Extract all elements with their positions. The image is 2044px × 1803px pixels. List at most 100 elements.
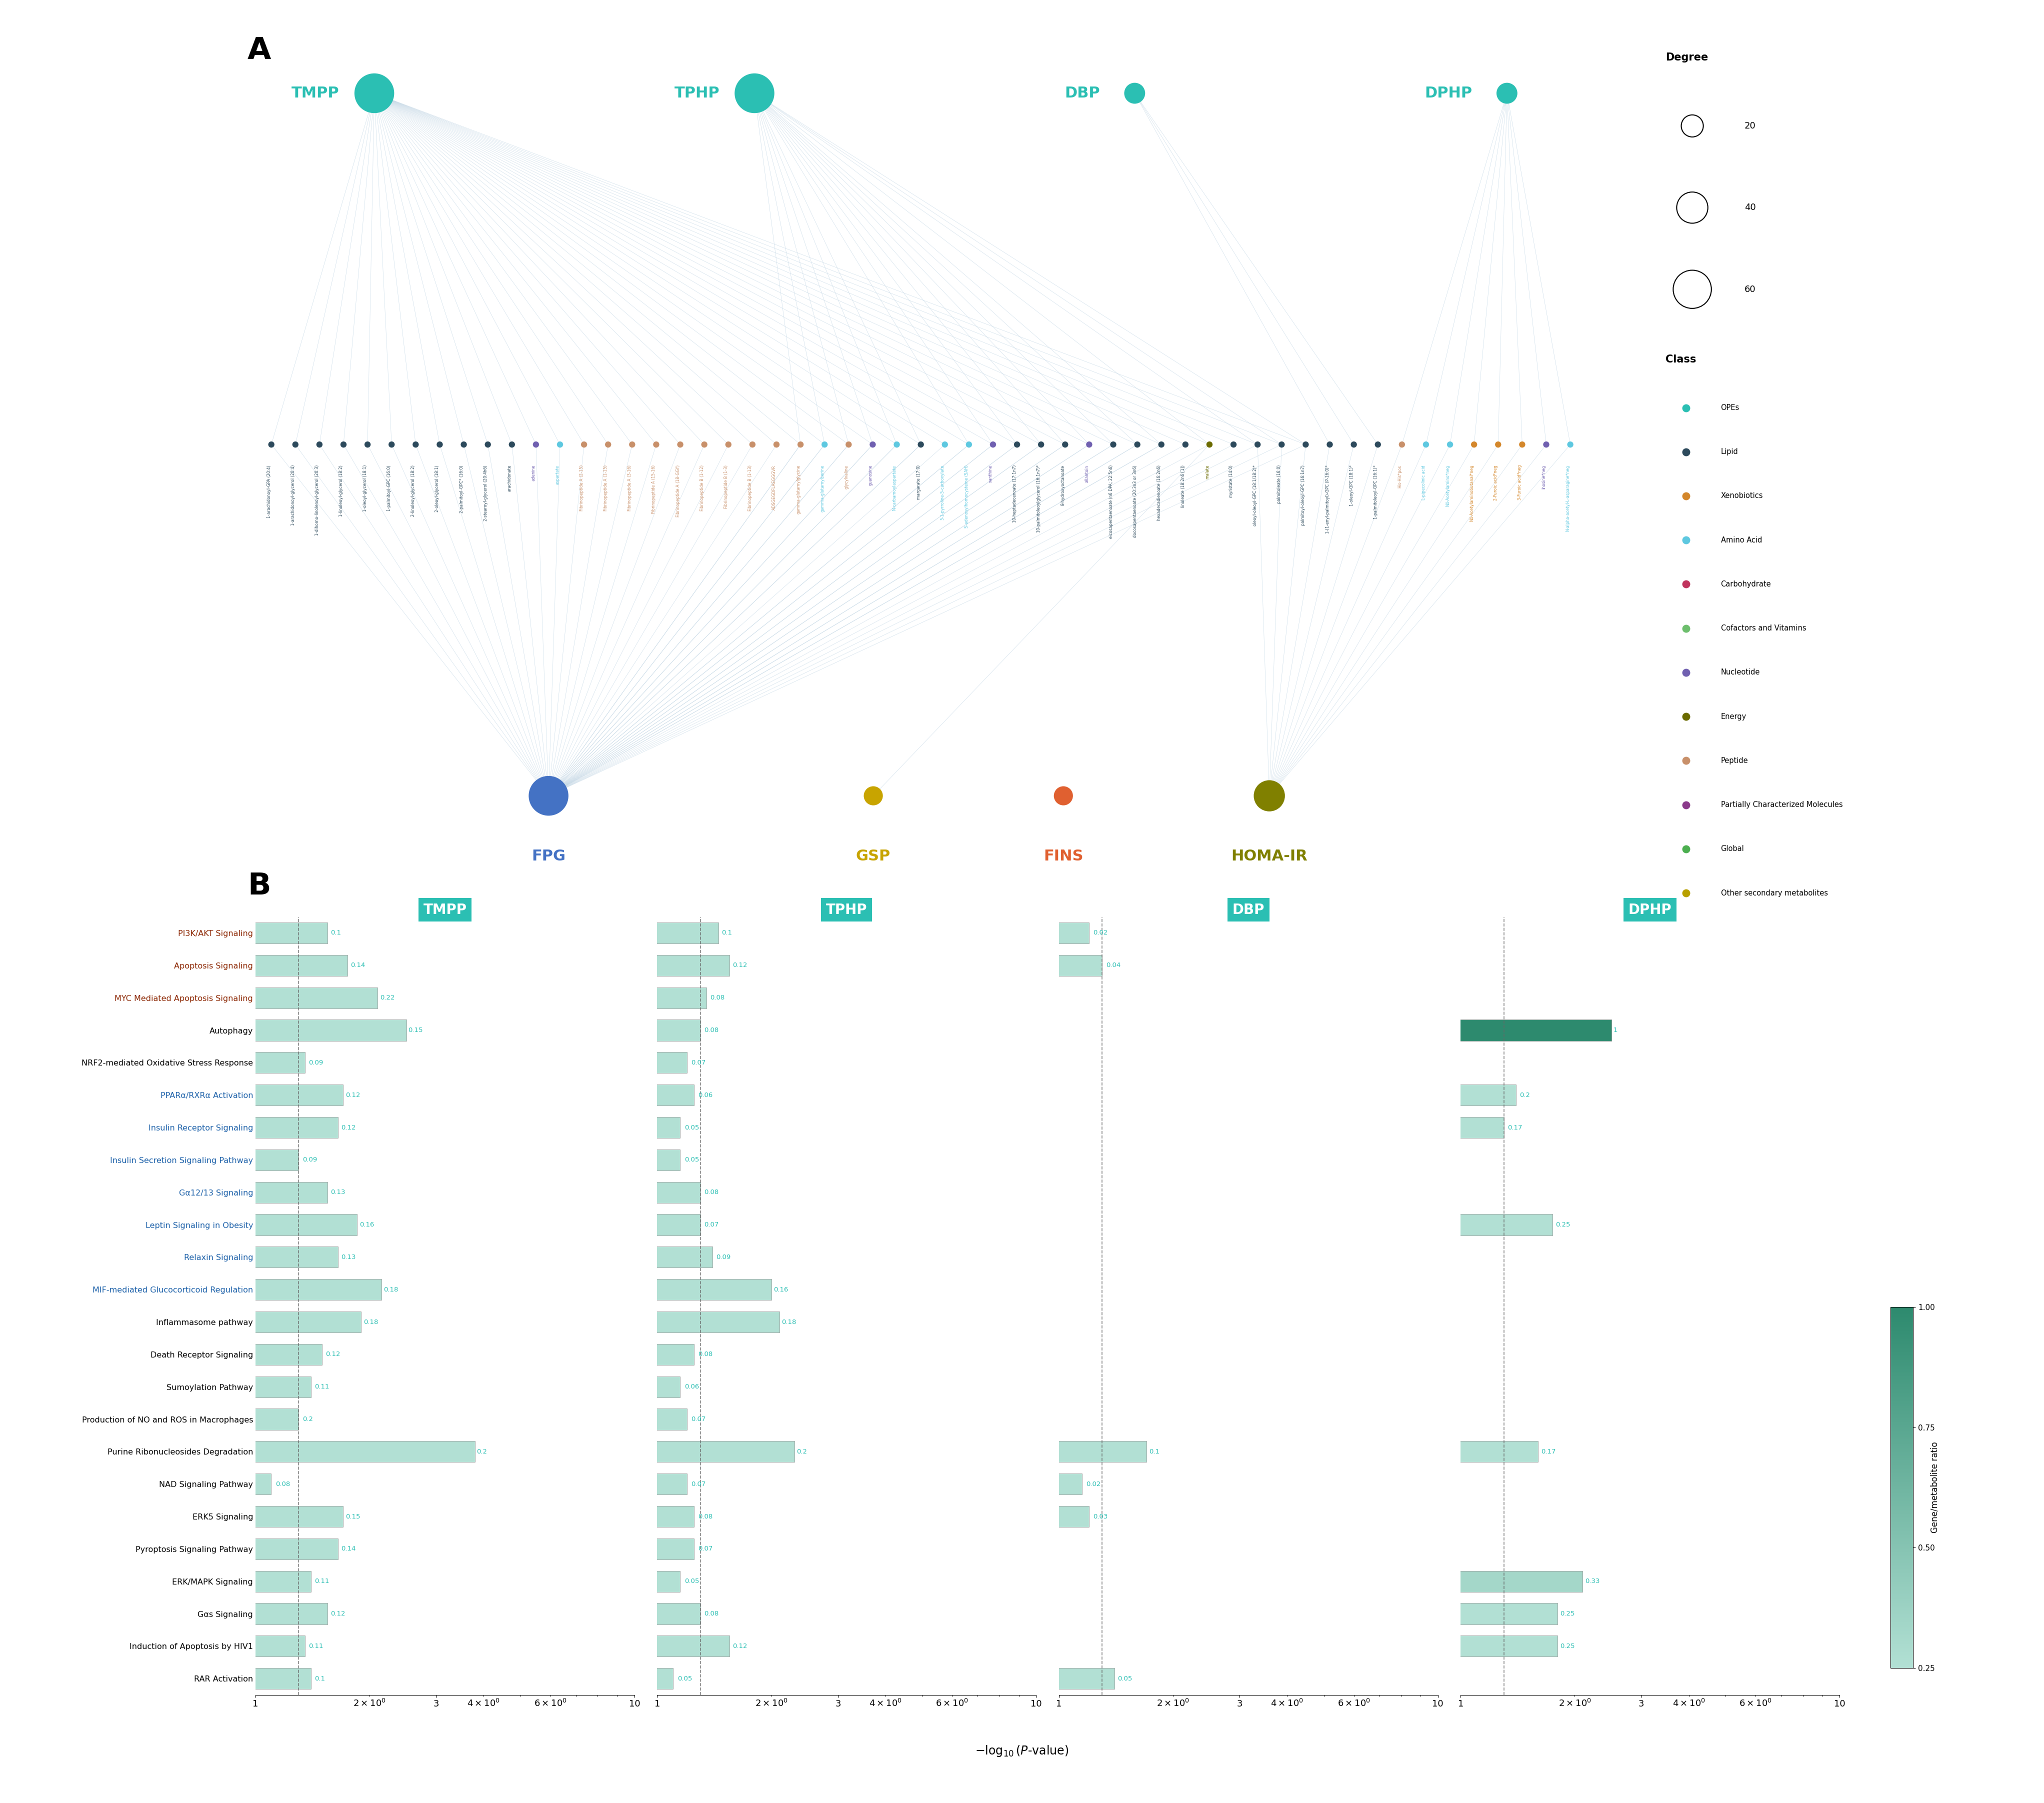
Text: 0.17: 0.17 bbox=[1541, 1448, 1555, 1455]
Text: linoleate (18:2n6 [1]): linoleate (18:2n6 [1]) bbox=[1181, 465, 1186, 507]
Text: OPEs: OPEs bbox=[1721, 404, 1739, 411]
Text: palmitoleate (16:0): palmitoleate (16:0) bbox=[1278, 465, 1282, 503]
Text: 0.05: 0.05 bbox=[1118, 1675, 1132, 1682]
Point bbox=[1241, 431, 1273, 460]
Point bbox=[1553, 431, 1586, 460]
Bar bbox=[0, 1246, 713, 1268]
Text: Fibrinopeptide A (2-15): Fibrinopeptide A (2-15) bbox=[580, 465, 585, 510]
Bar bbox=[0, 1506, 1089, 1527]
Point bbox=[1670, 481, 1703, 510]
Point bbox=[280, 431, 313, 460]
Text: 0.05: 0.05 bbox=[685, 1158, 699, 1163]
Point bbox=[1670, 658, 1703, 687]
Text: oleoyl-oleoyl-GPC (18:1/18:2)*: oleoyl-oleoyl-GPC (18:1/18:2)* bbox=[1253, 465, 1257, 526]
Text: 0.03: 0.03 bbox=[1094, 1513, 1108, 1520]
Point bbox=[1002, 431, 1034, 460]
Bar bbox=[0, 1118, 681, 1138]
Point bbox=[1676, 274, 1709, 303]
Text: 0.16: 0.16 bbox=[360, 1221, 374, 1228]
Point bbox=[689, 431, 722, 460]
Bar bbox=[0, 1668, 672, 1689]
Text: Fibrinopeptide B (1-3): Fibrinopeptide B (1-3) bbox=[724, 465, 728, 508]
Bar bbox=[0, 1246, 337, 1268]
Point bbox=[1253, 781, 1286, 810]
Point bbox=[953, 431, 985, 460]
Text: Fibrinopeptide A (15-16): Fibrinopeptide A (15-16) bbox=[652, 465, 656, 514]
Point bbox=[327, 431, 360, 460]
Point bbox=[856, 431, 889, 460]
Point bbox=[640, 431, 672, 460]
Point bbox=[495, 431, 527, 460]
Point bbox=[1670, 438, 1703, 467]
Bar bbox=[0, 1668, 311, 1689]
Bar bbox=[0, 1085, 1517, 1105]
Point bbox=[519, 431, 552, 460]
Bar bbox=[0, 1570, 311, 1592]
Text: 1-arachidonoyl-GPA (20:4): 1-arachidonoyl-GPA (20:4) bbox=[268, 465, 272, 517]
Text: 0.07: 0.07 bbox=[691, 1415, 705, 1423]
Bar bbox=[0, 1149, 681, 1170]
Point bbox=[1024, 431, 1057, 460]
Text: 10-palmitoleoylglycerol (16:1n7)*: 10-palmitoleoylglycerol (16:1n7)* bbox=[1036, 465, 1040, 532]
Text: Nucleotide: Nucleotide bbox=[1721, 669, 1760, 676]
Text: FPG: FPG bbox=[531, 849, 566, 864]
Bar bbox=[0, 1376, 681, 1397]
Bar bbox=[0, 923, 1089, 943]
Text: GSP: GSP bbox=[1721, 1066, 1735, 1073]
Bar bbox=[0, 1213, 701, 1235]
Text: L-pipecolinic acid: L-pipecolinic acid bbox=[1421, 465, 1427, 499]
Y-axis label: Gene/metabolite ratio: Gene/metabolite ratio bbox=[1930, 1442, 1940, 1533]
Point bbox=[1120, 431, 1153, 460]
Point bbox=[1265, 431, 1298, 460]
Text: HOMA-IR: HOMA-IR bbox=[1230, 849, 1308, 864]
Text: 0.08: 0.08 bbox=[709, 995, 726, 1001]
Bar bbox=[0, 1635, 730, 1657]
Text: glycylvaline: glycylvaline bbox=[844, 465, 848, 489]
Bar bbox=[0, 1181, 327, 1203]
Text: 0.07: 0.07 bbox=[691, 1060, 705, 1066]
Bar bbox=[0, 1213, 1553, 1235]
Point bbox=[1361, 431, 1394, 460]
Text: 1-palmitoleoyl-GPC (16:1)*: 1-palmitoleoyl-GPC (16:1)* bbox=[1374, 465, 1378, 519]
Text: GSP: GSP bbox=[856, 849, 891, 864]
Bar bbox=[0, 1020, 407, 1040]
Point bbox=[1482, 431, 1515, 460]
Text: 0.08: 0.08 bbox=[697, 1350, 713, 1358]
Text: 0.12: 0.12 bbox=[345, 1093, 360, 1098]
Point bbox=[1386, 431, 1419, 460]
Point bbox=[1194, 431, 1226, 460]
Point bbox=[1670, 570, 1703, 599]
Bar bbox=[0, 956, 730, 975]
Point bbox=[568, 431, 601, 460]
Text: Lipid: Lipid bbox=[1721, 449, 1737, 456]
Text: margarate (17:0): margarate (17:0) bbox=[916, 465, 920, 499]
Point bbox=[544, 431, 576, 460]
Bar bbox=[0, 1635, 1558, 1657]
Point bbox=[448, 431, 480, 460]
Text: 1-linoleoyl-glycerol (18:2): 1-linoleoyl-glycerol (18:2) bbox=[339, 465, 343, 516]
Bar bbox=[0, 1538, 337, 1560]
Text: 0.02: 0.02 bbox=[1085, 1480, 1102, 1487]
Text: 0.13: 0.13 bbox=[341, 1253, 356, 1260]
Text: $-\log_{10}(P\text{-value})$: $-\log_{10}(P\text{-value})$ bbox=[975, 1744, 1069, 1758]
Point bbox=[376, 431, 409, 460]
Text: 0.07: 0.07 bbox=[691, 1480, 705, 1487]
Text: Fibrinopeptide A (18-GGY): Fibrinopeptide A (18-GGY) bbox=[677, 465, 681, 517]
Text: 0.05: 0.05 bbox=[677, 1675, 693, 1682]
Text: malate: malate bbox=[1206, 465, 1210, 480]
Point bbox=[1098, 431, 1130, 460]
Text: Fibrinopeptide A (1-15): Fibrinopeptide A (1-15) bbox=[603, 465, 609, 510]
Text: 0.14: 0.14 bbox=[341, 1545, 356, 1552]
Text: 0.18: 0.18 bbox=[781, 1318, 797, 1325]
Text: N-alpha-acetyl-L-asparagine*neg: N-alpha-acetyl-L-asparagine*neg bbox=[1566, 465, 1570, 532]
Bar bbox=[0, 1506, 693, 1527]
Text: 1-arachidonoyl-glycerol (20:4): 1-arachidonoyl-glycerol (20:4) bbox=[290, 465, 296, 526]
Text: FINS: FINS bbox=[1044, 849, 1083, 864]
Point bbox=[736, 431, 769, 460]
Point bbox=[399, 431, 431, 460]
Text: HOMA-IR: HOMA-IR bbox=[1721, 1154, 1754, 1161]
Text: 0.22: 0.22 bbox=[380, 995, 394, 1001]
Point bbox=[256, 431, 288, 460]
Text: 3-Furoic acid*neg: 3-Furoic acid*neg bbox=[1519, 465, 1523, 499]
Point bbox=[1670, 1143, 1703, 1172]
